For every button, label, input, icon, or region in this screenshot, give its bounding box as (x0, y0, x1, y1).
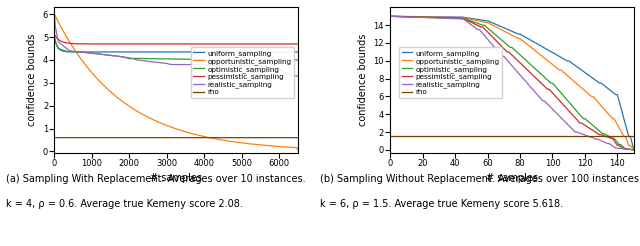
Y-axis label: confidence bounds: confidence bounds (358, 34, 368, 126)
Text: k = 6, ρ = 1.5. Average true Kemeny score 5.618.: k = 6, ρ = 1.5. Average true Kemeny scor… (320, 199, 563, 209)
X-axis label: # samples: # samples (486, 173, 538, 183)
Legend: uniform_sampling, opportunistic_sampling, optimistic_sampling, pessimistic_sampl: uniform_sampling, opportunistic_sampling… (399, 47, 502, 98)
Text: k = 4, ρ = 0.6. Average true Kemeny score 2.08.: k = 4, ρ = 0.6. Average true Kemeny scor… (6, 199, 243, 209)
Text: (a) Sampling With Replacement. Averages over 10 instances.: (a) Sampling With Replacement. Averages … (6, 174, 306, 184)
Legend: uniform_sampling, opportunistic_sampling, optimistic_sampling, pessimistic_sampl: uniform_sampling, opportunistic_sampling… (191, 47, 294, 98)
Y-axis label: confidence bounds: confidence bounds (28, 34, 37, 126)
X-axis label: # samples: # samples (150, 173, 202, 183)
Text: (b) Sampling Without Replacement. Averages over 100 instances.: (b) Sampling Without Replacement. Averag… (320, 174, 640, 184)
